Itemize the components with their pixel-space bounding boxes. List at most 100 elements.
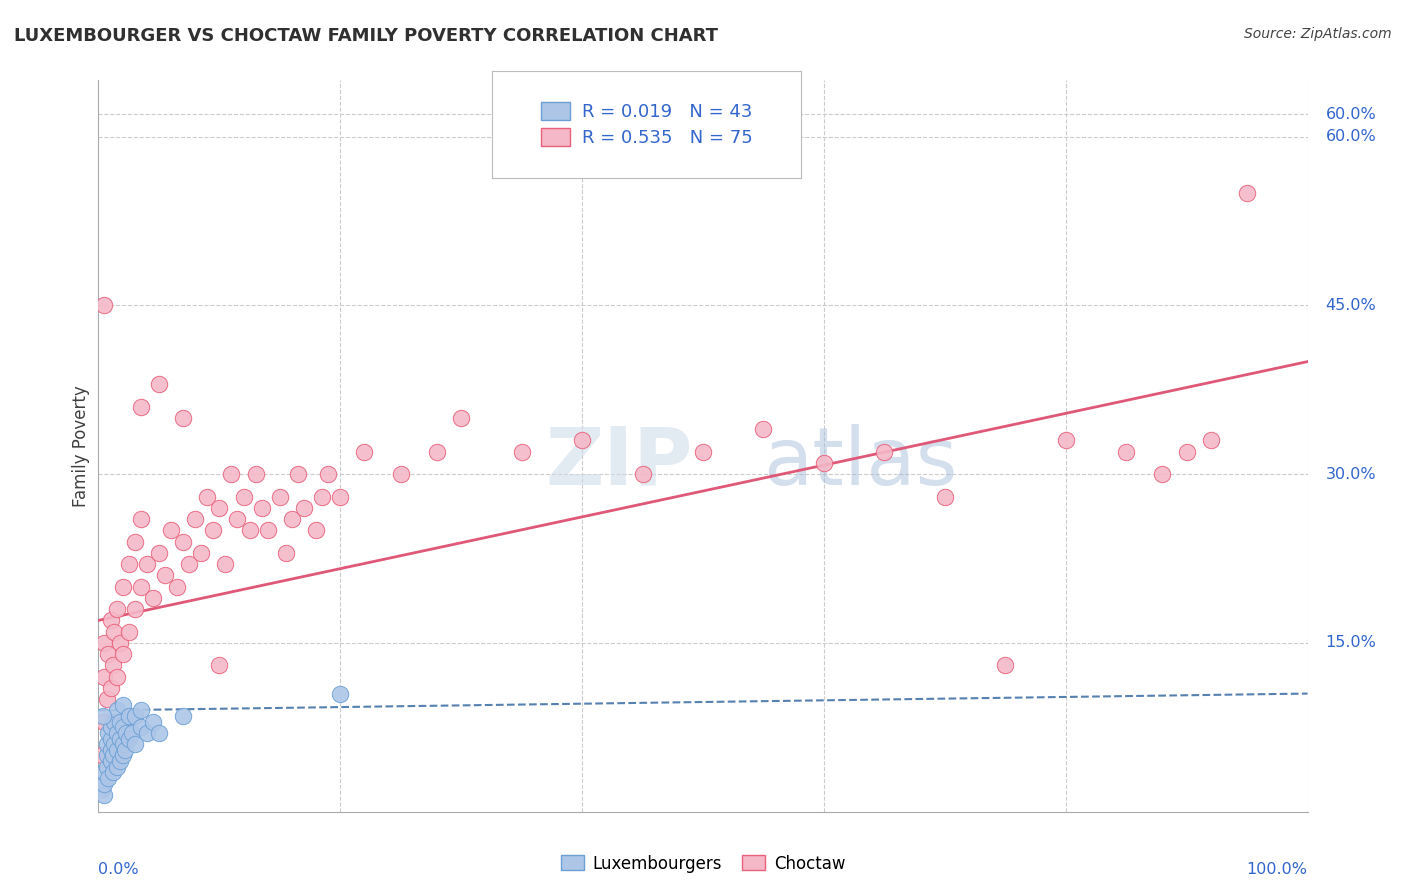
Point [311, 490, 333, 504]
Point [124, 737, 146, 751]
Point [93, 788, 115, 802]
Text: 15.0%: 15.0% [1326, 635, 1376, 650]
Point [631, 467, 654, 482]
Point [934, 490, 956, 504]
Point [129, 512, 152, 526]
Point [274, 546, 297, 560]
Point [148, 726, 170, 740]
Point [96, 692, 118, 706]
Point [1152, 467, 1174, 482]
Point [692, 444, 714, 458]
Point [160, 524, 183, 538]
Point [172, 534, 194, 549]
Point [813, 456, 835, 470]
Point [316, 467, 339, 482]
Y-axis label: Family Poverty: Family Poverty [72, 385, 90, 507]
Point [129, 720, 152, 734]
Text: 30.0%: 30.0% [1326, 467, 1376, 482]
Point [103, 737, 125, 751]
Legend: Luxembourgers, Choctaw: Luxembourgers, Choctaw [554, 848, 852, 880]
Point [1115, 444, 1137, 458]
Point [148, 546, 170, 560]
Point [1236, 186, 1258, 200]
Point [108, 636, 131, 650]
Point [111, 737, 134, 751]
Point [135, 557, 157, 571]
Point [115, 726, 138, 740]
Point [510, 444, 533, 458]
Point [105, 726, 128, 740]
Point [100, 731, 122, 746]
Point [97, 726, 120, 740]
Point [135, 726, 157, 740]
Point [292, 500, 315, 515]
Point [111, 748, 134, 763]
Text: Source: ZipAtlas.com: Source: ZipAtlas.com [1244, 27, 1392, 41]
Point [108, 714, 131, 729]
Point [108, 754, 131, 768]
Point [121, 726, 143, 740]
Text: ZIP: ZIP [546, 424, 693, 502]
Point [124, 534, 146, 549]
Point [111, 580, 134, 594]
Point [93, 636, 115, 650]
Point [389, 467, 412, 482]
Point [179, 557, 201, 571]
Point [426, 444, 449, 458]
Point [105, 743, 128, 757]
Point [450, 410, 472, 425]
Point [118, 731, 141, 746]
Point [571, 434, 593, 448]
Point [329, 687, 352, 701]
Point [226, 512, 249, 526]
Point [232, 490, 254, 504]
Point [172, 709, 194, 723]
Point [93, 714, 115, 729]
Point [118, 624, 141, 639]
Point [91, 748, 114, 763]
Legend: R = 0.019   N = 43, R = 0.535   N = 75: R = 0.019 N = 43, R = 0.535 N = 75 [533, 95, 761, 154]
Point [208, 658, 231, 673]
Point [114, 743, 136, 757]
Point [105, 602, 128, 616]
Point [305, 524, 328, 538]
Point [153, 568, 176, 582]
Text: 60.0%: 60.0% [1326, 106, 1376, 121]
Point [190, 546, 212, 560]
Point [124, 709, 146, 723]
Point [287, 467, 309, 482]
Point [214, 557, 236, 571]
Point [91, 709, 114, 723]
Point [118, 709, 141, 723]
Point [105, 760, 128, 774]
Point [329, 490, 352, 504]
Point [101, 658, 124, 673]
Point [166, 580, 188, 594]
Point [239, 524, 262, 538]
Point [250, 500, 273, 515]
Point [202, 524, 225, 538]
Point [195, 490, 218, 504]
Point [108, 731, 131, 746]
Point [97, 647, 120, 661]
Point [103, 624, 125, 639]
Point [93, 670, 115, 684]
Point [142, 591, 165, 605]
Point [129, 703, 152, 717]
Point [105, 670, 128, 684]
Point [1054, 434, 1077, 448]
Point [111, 647, 134, 661]
Point [256, 524, 278, 538]
Point [172, 410, 194, 425]
Point [93, 298, 115, 312]
Point [96, 737, 118, 751]
Point [93, 765, 115, 780]
Point [1199, 434, 1222, 448]
Point [184, 512, 207, 526]
Text: 100.0%: 100.0% [1247, 863, 1308, 878]
Point [221, 467, 243, 482]
Point [96, 760, 118, 774]
Point [100, 754, 122, 768]
Point [269, 490, 291, 504]
Point [281, 512, 304, 526]
